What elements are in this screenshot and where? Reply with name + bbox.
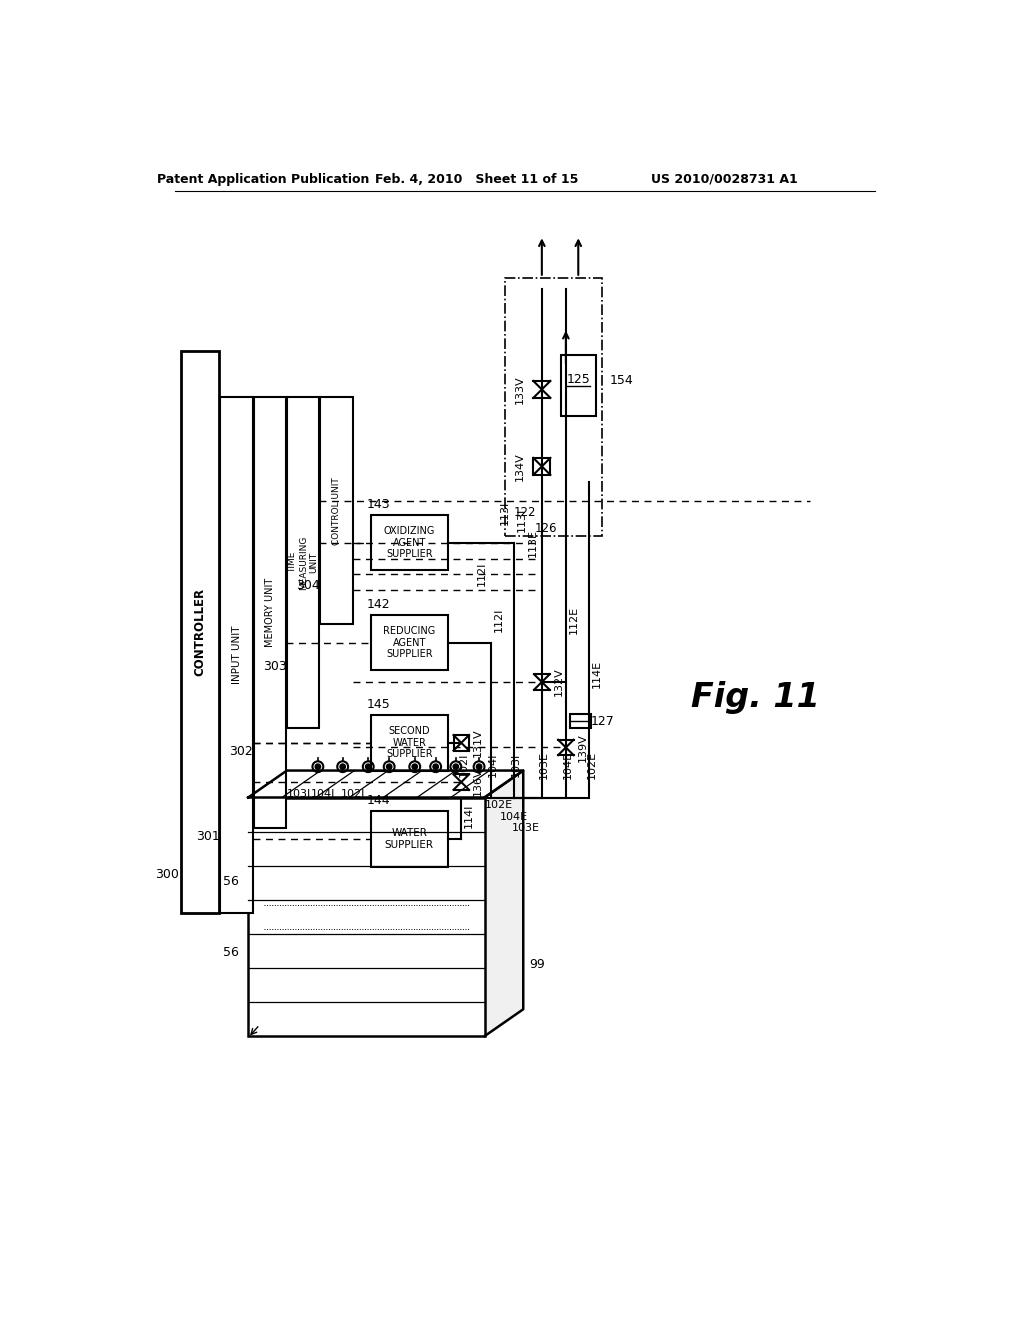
Text: 103E: 103E bbox=[512, 824, 540, 833]
Bar bbox=[321, 397, 352, 624]
Text: 102I: 102I bbox=[341, 788, 365, 799]
Polygon shape bbox=[484, 771, 523, 1036]
Text: 104I: 104I bbox=[488, 752, 498, 777]
Text: 126: 126 bbox=[535, 521, 557, 535]
Circle shape bbox=[476, 764, 481, 770]
Text: INPUT UNIT: INPUT UNIT bbox=[231, 626, 242, 684]
Text: 103I: 103I bbox=[511, 752, 521, 777]
Text: 114E: 114E bbox=[592, 660, 602, 688]
Text: 301: 301 bbox=[196, 829, 220, 842]
Circle shape bbox=[366, 764, 371, 770]
Text: 104E: 104E bbox=[563, 751, 573, 779]
Text: 56: 56 bbox=[223, 946, 239, 960]
Bar bbox=[506, 277, 602, 536]
Text: 113I: 113I bbox=[517, 507, 526, 532]
Text: 104E: 104E bbox=[500, 812, 528, 822]
Text: 125: 125 bbox=[566, 372, 590, 385]
Text: Patent Application Publication: Patent Application Publication bbox=[158, 173, 370, 186]
Text: 133V: 133V bbox=[515, 375, 525, 404]
Text: 56: 56 bbox=[223, 875, 239, 887]
Text: 102I: 102I bbox=[459, 752, 469, 777]
Bar bbox=[561, 355, 596, 416]
Text: 142: 142 bbox=[367, 598, 390, 611]
Text: SECOND
WATER
SUPPLIER: SECOND WATER SUPPLIER bbox=[386, 726, 432, 759]
Text: WATER
SUPPLIER: WATER SUPPLIER bbox=[385, 828, 434, 850]
Text: 154: 154 bbox=[610, 375, 634, 388]
Text: Fig. 11: Fig. 11 bbox=[691, 681, 820, 714]
Bar bbox=[220, 397, 253, 913]
Text: REDUCING
AGENT
SUPPLIER: REDUCING AGENT SUPPLIER bbox=[383, 626, 435, 659]
Circle shape bbox=[386, 764, 392, 770]
Bar bbox=[287, 397, 319, 729]
Text: 112I: 112I bbox=[476, 562, 486, 586]
Text: 127: 127 bbox=[591, 714, 614, 727]
Text: US 2010/0028731 A1: US 2010/0028731 A1 bbox=[651, 173, 798, 186]
Text: 102E: 102E bbox=[587, 751, 596, 779]
Text: 303: 303 bbox=[262, 660, 287, 673]
Text: 103E: 103E bbox=[540, 751, 549, 779]
Text: 112I: 112I bbox=[494, 607, 504, 632]
Text: 102E: 102E bbox=[484, 800, 513, 810]
Text: 99: 99 bbox=[529, 958, 545, 972]
Text: CONTROL UNIT: CONTROL UNIT bbox=[332, 477, 341, 545]
Bar bbox=[180, 351, 219, 913]
Text: 136V: 136V bbox=[473, 768, 483, 796]
Text: 304: 304 bbox=[296, 579, 319, 593]
Text: 113E: 113E bbox=[527, 529, 538, 557]
Circle shape bbox=[412, 764, 418, 770]
Circle shape bbox=[433, 764, 438, 770]
Text: 143: 143 bbox=[367, 498, 390, 511]
Bar bbox=[371, 515, 449, 570]
Bar bbox=[248, 797, 484, 1036]
Bar bbox=[371, 615, 449, 671]
Circle shape bbox=[340, 764, 345, 770]
Text: 131V: 131V bbox=[473, 729, 483, 758]
Bar bbox=[254, 397, 286, 829]
Text: CONTROLLER: CONTROLLER bbox=[194, 587, 207, 676]
Bar bbox=[534, 458, 550, 475]
Text: 112E: 112E bbox=[568, 606, 579, 635]
Text: 145: 145 bbox=[367, 698, 390, 711]
Bar bbox=[569, 714, 592, 729]
Polygon shape bbox=[248, 771, 523, 797]
Bar bbox=[371, 812, 449, 867]
Text: 134V: 134V bbox=[515, 451, 525, 480]
Text: 302: 302 bbox=[229, 744, 253, 758]
Text: 113I: 113I bbox=[500, 500, 510, 525]
Text: 103I: 103I bbox=[287, 788, 310, 799]
Text: MEMORY UNIT: MEMORY UNIT bbox=[265, 578, 274, 647]
Text: 104I: 104I bbox=[311, 788, 336, 799]
Text: 114I: 114I bbox=[464, 804, 474, 828]
Text: 139V: 139V bbox=[578, 733, 588, 762]
Text: 132V: 132V bbox=[554, 668, 564, 697]
Text: 300: 300 bbox=[155, 869, 178, 880]
Text: TIME
MEASURING
UNIT: TIME MEASURING UNIT bbox=[288, 536, 318, 590]
Bar bbox=[454, 735, 469, 751]
Circle shape bbox=[315, 764, 321, 770]
Circle shape bbox=[453, 764, 459, 770]
Text: 122: 122 bbox=[514, 506, 536, 519]
Text: 144: 144 bbox=[367, 795, 390, 807]
Bar bbox=[371, 715, 449, 771]
Text: Feb. 4, 2010   Sheet 11 of 15: Feb. 4, 2010 Sheet 11 of 15 bbox=[375, 173, 579, 186]
Text: OXIDIZING
AGENT
SUPPLIER: OXIDIZING AGENT SUPPLIER bbox=[384, 527, 435, 560]
